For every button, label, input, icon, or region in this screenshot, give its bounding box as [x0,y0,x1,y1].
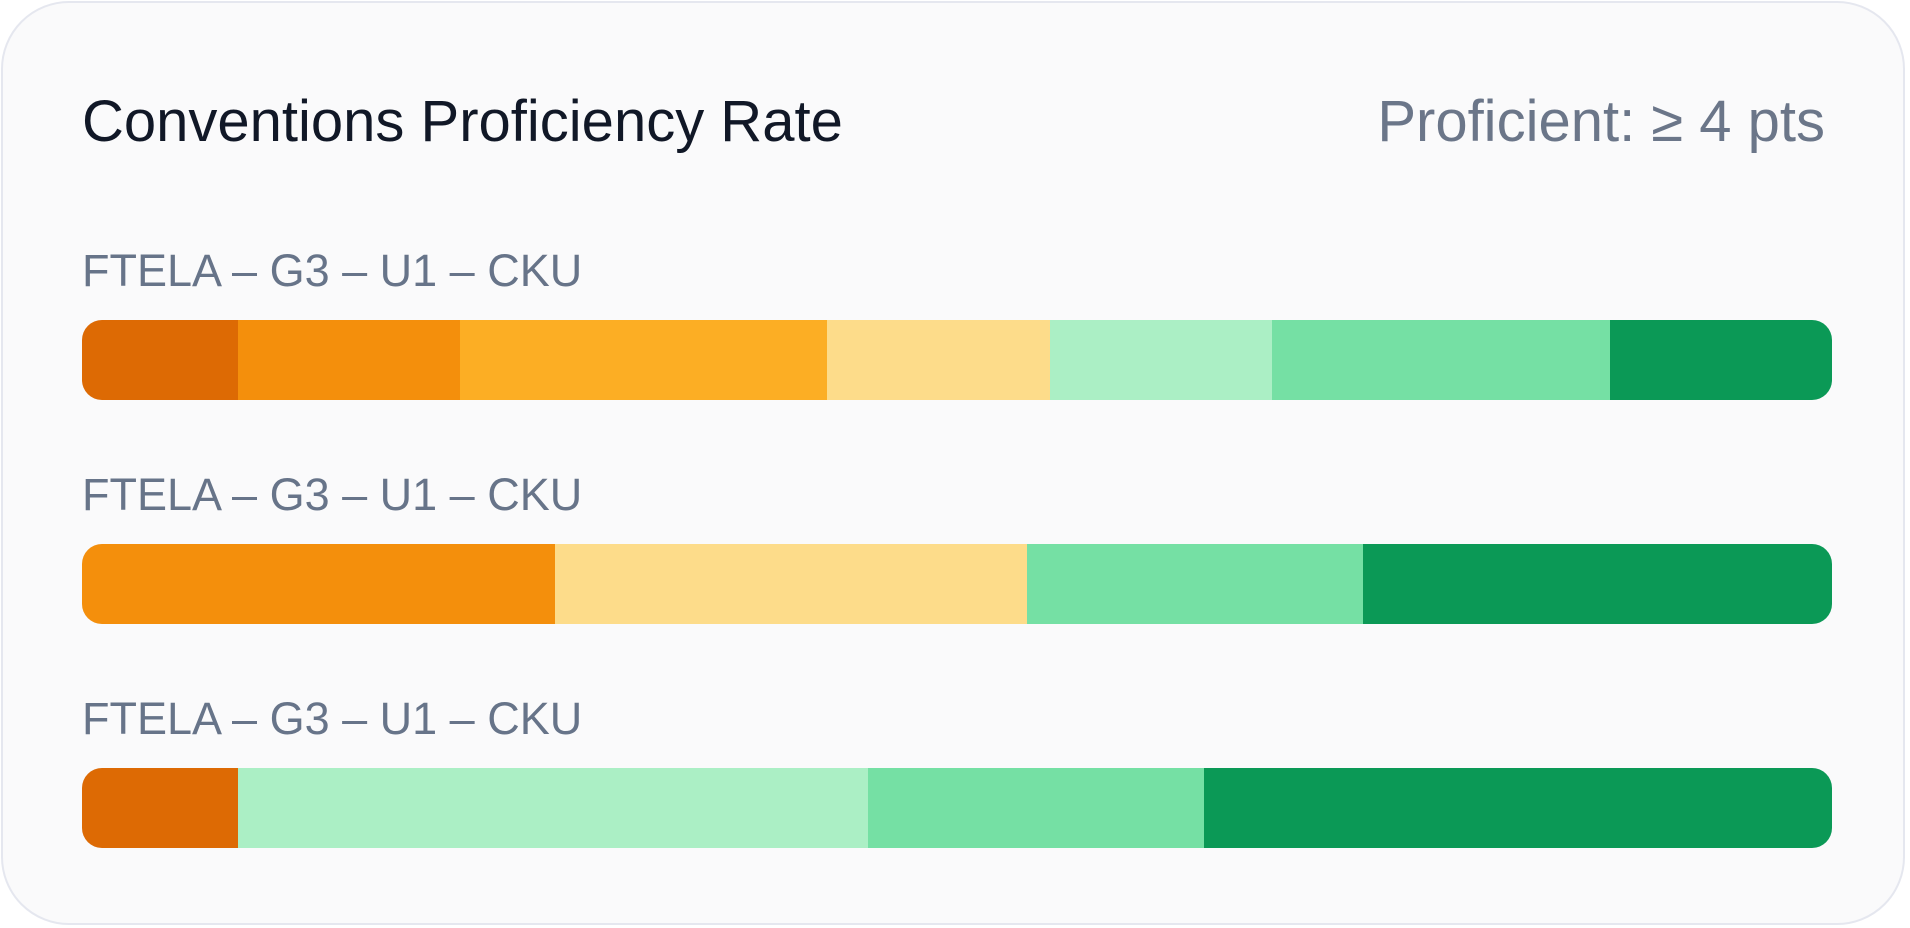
proficiency-threshold-note: Proficient: ≥ 4 pts [1377,89,1825,154]
stacked-bar [82,768,1832,848]
bar-segment [82,544,555,624]
bar-segment [82,320,238,400]
bar-segment [554,544,1027,624]
bar-segment [459,320,828,400]
bar-segment [1609,320,1832,400]
bar-segment [237,768,868,848]
bar-segment [827,320,1050,400]
row-label: FTELA – G3 – U1 – CKU [82,245,583,296]
bar-segment [1049,320,1272,400]
bar-segment [1363,544,1832,624]
bar-segment [82,768,238,848]
row-label: FTELA – G3 – U1 – CKU [82,693,583,744]
chart-title: Conventions Proficiency Rate [82,89,843,154]
row-label: FTELA – G3 – U1 – CKU [82,469,583,520]
bar-segment [1027,544,1363,624]
bar-segment [1203,768,1832,848]
bar-segment [1271,320,1610,400]
bar-segment [237,320,460,400]
stacked-bar [82,544,1832,624]
bar-segment [867,768,1204,848]
stacked-bar [82,320,1832,400]
